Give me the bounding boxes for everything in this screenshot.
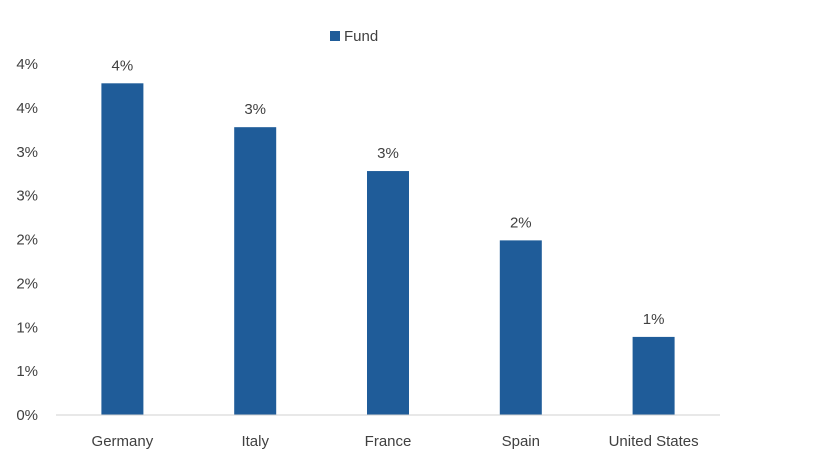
y-tick-label: 2% [16, 275, 38, 292]
bar-france [367, 171, 409, 415]
bar-germany [101, 83, 144, 416]
bar-spain [499, 240, 542, 415]
y-tick-label: 1% [16, 319, 38, 336]
data-label: 3% [244, 101, 266, 118]
x-tick-label: France [365, 433, 412, 450]
y-tick-label: 3% [16, 188, 38, 205]
x-tick-label: United States [609, 433, 699, 450]
y-tick-label: 2% [16, 232, 38, 249]
data-label: 1% [643, 311, 665, 328]
x-tick-label: Germany [92, 433, 154, 450]
y-tick-label: 4% [16, 56, 38, 73]
y-tick-label: 3% [16, 144, 38, 161]
bar-italy [234, 127, 277, 416]
y-axis: 0% 1% 1% 2% 2% 3% 3% 4% 4% [16, 56, 38, 424]
data-label: 4% [112, 57, 134, 74]
x-tick-label: Italy [241, 433, 269, 450]
legend: Fund [330, 28, 378, 45]
bars: 4% 3% 3% 2% 1% [101, 57, 675, 416]
data-label: 2% [510, 214, 532, 231]
legend-swatch-fund [330, 31, 340, 41]
data-label: 3% [377, 145, 399, 162]
y-tick-label: 4% [16, 100, 38, 117]
x-tick-label: Spain [502, 433, 540, 450]
x-axis: Germany Italy France Spain United States [92, 433, 699, 450]
y-tick-label: 1% [16, 363, 38, 380]
legend-label-fund: Fund [344, 28, 378, 45]
y-tick-label: 0% [16, 407, 38, 424]
bar-united-states [632, 336, 675, 415]
